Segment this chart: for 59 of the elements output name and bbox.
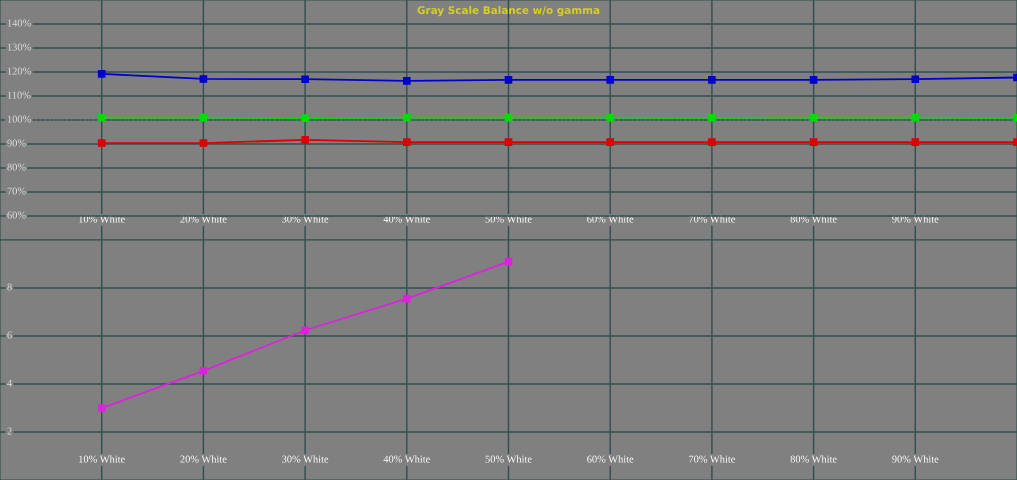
- point: [606, 76, 615, 84]
- x-tick-label: 90% White: [892, 455, 939, 463]
- point: [809, 138, 818, 146]
- point: [708, 114, 716, 122]
- x-tick-label: 80% White: [790, 455, 837, 463]
- y-tick-label: 140%: [7, 19, 31, 27]
- y-tick-label: 120%: [7, 67, 31, 75]
- y-tick-label: 8: [7, 283, 12, 291]
- point: [708, 76, 716, 84]
- point: [301, 136, 309, 144]
- x-tick-label: 30% White: [282, 455, 329, 463]
- point: [97, 70, 106, 78]
- point: [97, 113, 106, 122]
- x-tick-label: 40% White: [383, 455, 430, 463]
- point: [606, 138, 615, 146]
- point: [402, 77, 411, 85]
- y-tick-label: 90%: [7, 139, 26, 147]
- point: [911, 113, 920, 122]
- y-tick-label: 130%: [7, 43, 31, 51]
- y-tick-label: 60%: [7, 211, 26, 219]
- x-tick-label: 60% White: [587, 455, 634, 463]
- point: [301, 326, 309, 335]
- x-tick-label: 20% White: [180, 455, 227, 463]
- y-tick-label: 2: [7, 427, 12, 435]
- y-tick-label: 70%: [7, 187, 26, 195]
- point: [301, 75, 309, 84]
- point: [199, 139, 208, 147]
- y-tick-label: 100%: [7, 115, 31, 123]
- point: [606, 113, 615, 122]
- point: [911, 75, 920, 84]
- point: [97, 404, 106, 412]
- x-tick-label: 10% White: [79, 455, 125, 463]
- x-tick-label: 10% White: [79, 215, 125, 223]
- point: [402, 138, 411, 146]
- x-tick-label: 30% White: [282, 215, 329, 223]
- x-tick-label: 70% White: [689, 455, 736, 463]
- y-tick-label: 4: [7, 379, 12, 387]
- x-tick-label: 60% White: [587, 215, 634, 223]
- x-tick-label: 40% White: [383, 215, 430, 223]
- point: [911, 138, 920, 146]
- point: [809, 76, 818, 84]
- x-tick-label: 70% White: [689, 215, 736, 223]
- x-tick-label: 90% White: [892, 215, 939, 223]
- point: [504, 76, 513, 84]
- point: [402, 294, 411, 303]
- x-tick-label: 80% White: [790, 215, 837, 223]
- y-tick-label: 110%: [7, 91, 31, 99]
- point: [708, 138, 716, 146]
- x-tick-label: 50% White: [485, 215, 532, 223]
- y-tick-label: 80%: [7, 163, 26, 171]
- point: [97, 139, 106, 147]
- x-tick-label: 50% White: [485, 455, 532, 463]
- point: [199, 366, 208, 375]
- point: [402, 113, 411, 122]
- point: [301, 114, 309, 122]
- y-tick-label: 6: [7, 331, 12, 339]
- point: [199, 75, 208, 83]
- x-tick-label: 20% White: [180, 215, 227, 223]
- point: [504, 138, 513, 146]
